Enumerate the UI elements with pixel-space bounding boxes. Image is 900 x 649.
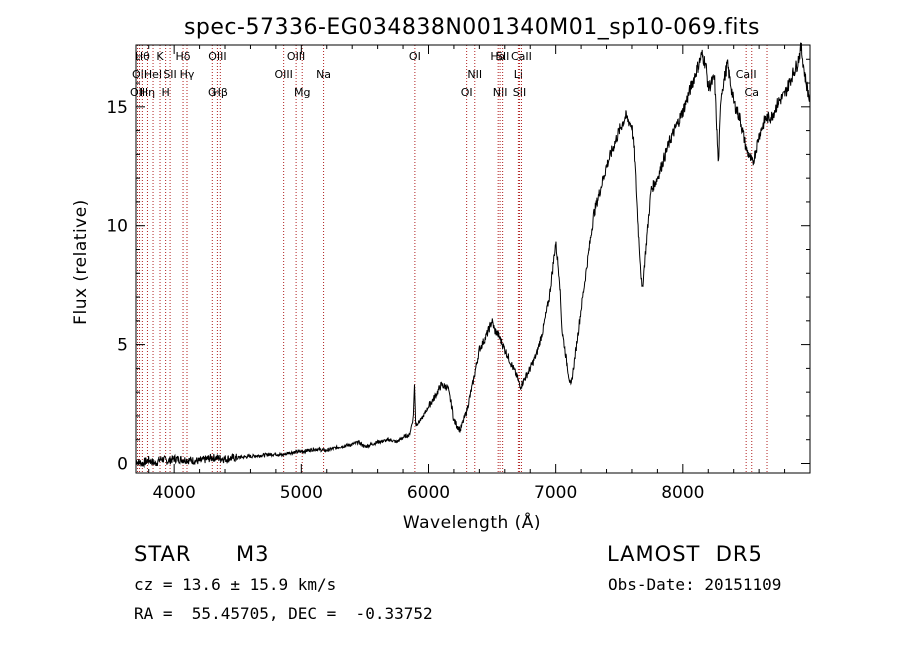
line-label: Ca bbox=[745, 86, 759, 99]
y-tick-label: 10 bbox=[106, 217, 128, 237]
observation-date: Obs-Date: 20151109 bbox=[608, 575, 782, 594]
line-label: CaII bbox=[736, 68, 757, 81]
line-label: OI bbox=[461, 86, 473, 99]
object-type: STAR bbox=[134, 542, 192, 566]
y-tick-label: 0 bbox=[117, 454, 128, 474]
y-axis-label: Flux (relative) bbox=[71, 199, 91, 325]
x-tick-label: 6000 bbox=[407, 483, 450, 503]
axis-ticks: 4000 5000 6000 7000 8000 0 5 10 15 bbox=[106, 45, 810, 503]
y-tick-label: 5 bbox=[117, 336, 128, 356]
line-label: K bbox=[156, 50, 164, 63]
line-label: SII bbox=[496, 50, 509, 63]
line-markers: OIIOIIHθHηHeIKHSIIHδHγGOIIIHβOIIIOIIIMgN… bbox=[130, 45, 768, 473]
y-tick-label: 15 bbox=[106, 98, 128, 118]
x-tick-label: 4000 bbox=[153, 483, 196, 503]
line-label: NII bbox=[467, 68, 482, 81]
line-label: G bbox=[208, 86, 217, 99]
subclass: M3 bbox=[236, 542, 270, 566]
x-tick-label: 8000 bbox=[661, 483, 704, 503]
spectrum-line bbox=[135, 42, 811, 469]
spectrum-series bbox=[135, 42, 811, 469]
line-label: H bbox=[161, 86, 169, 99]
plot-frame bbox=[135, 44, 811, 474]
x-tick-label: 5000 bbox=[280, 483, 323, 503]
line-label: OIII bbox=[287, 50, 305, 63]
line-label: OIII bbox=[208, 50, 226, 63]
line-label: Li bbox=[514, 68, 523, 81]
line-label: OIII bbox=[274, 68, 292, 81]
survey-label: LAMOST DR5 bbox=[607, 542, 763, 566]
line-label: CaII bbox=[511, 50, 532, 63]
redshift-velocity: cz = 13.6 ± 15.9 km/s bbox=[134, 575, 337, 594]
chart-title: spec-57336-EG034838N001340M01_sp10-069.f… bbox=[184, 15, 760, 40]
line-label: Mg bbox=[294, 86, 310, 99]
line-label: HeI bbox=[144, 68, 162, 81]
line-label: Hβ bbox=[213, 86, 228, 99]
line-label: SII bbox=[513, 86, 526, 99]
line-label: Hα bbox=[490, 50, 506, 63]
x-tick-label: 7000 bbox=[534, 483, 577, 503]
line-label: SII bbox=[163, 68, 176, 81]
line-label: OII bbox=[130, 86, 145, 99]
line-label: Hη bbox=[140, 86, 155, 99]
line-label: OI bbox=[409, 50, 421, 63]
x-axis-label: Wavelength (Å) bbox=[403, 511, 541, 533]
line-label: Na bbox=[316, 68, 331, 81]
line-label: Hγ bbox=[180, 68, 195, 81]
line-label: Hδ bbox=[176, 50, 191, 63]
coordinates: RA = 55.45705, DEC = -0.33752 bbox=[134, 604, 433, 623]
line-label: NII bbox=[493, 86, 508, 99]
